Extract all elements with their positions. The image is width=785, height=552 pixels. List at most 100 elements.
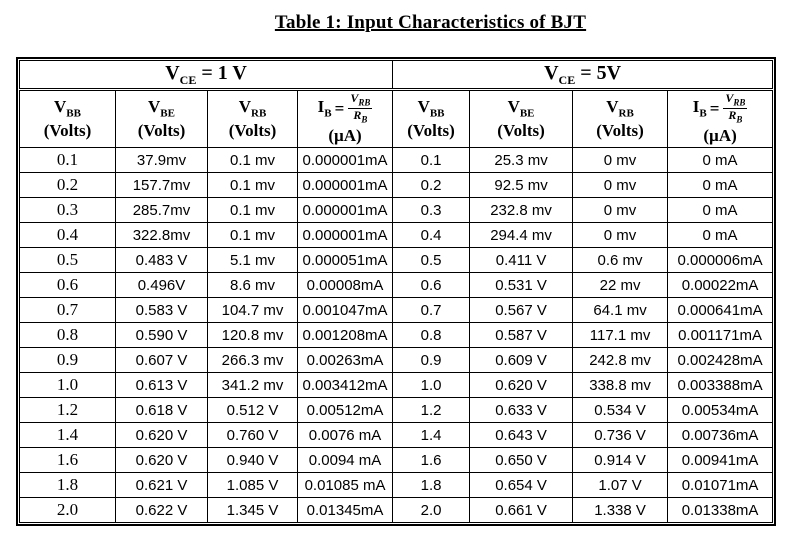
table-cell: 0.590 V (115, 322, 208, 348)
table-cell: 0.760 V (207, 422, 298, 448)
group-header-vce-1v: VCE = 1 V (18, 60, 394, 91)
table-cell: 8.6 mv (207, 272, 298, 298)
header-symbol: VBE (148, 97, 175, 120)
table-cell: 0.650 V (469, 447, 574, 473)
table-cell: 1.8 (19, 472, 116, 498)
table-cell: 0.483 V (115, 247, 208, 273)
table-cell: 0 mv (572, 172, 669, 198)
table-row: 0.3 285.7mv 0.1 mv 0.000001mA 0.3 232.8 mv 0 m… (19, 197, 774, 223)
header-symbol: VBB (417, 97, 445, 120)
table-cell: 0.001171mA (667, 322, 774, 348)
header-unit: (Volts) (228, 120, 277, 140)
table-cell: 0.001047mA (296, 297, 394, 323)
header-symbol: VRB (238, 97, 267, 120)
table-row: 0.9 0.607 V 266.3 mv 0.00263mA 0.9 0.609 V 242… (19, 347, 774, 373)
table-cell: 0.2 (392, 172, 471, 198)
table-cell: 1.345 V (207, 497, 298, 523)
table-cell: 0.496V (115, 272, 208, 298)
col-header-vrb-left: VRB (Volts) (207, 89, 298, 148)
header-unit: (Volts) (596, 120, 644, 140)
table-cell: 0 mA (667, 222, 774, 248)
header-unit: (Volts) (497, 120, 545, 140)
table-cell: 0.622 V (115, 497, 208, 523)
table-cell: 0 mv (572, 222, 669, 248)
table-cell: 1.6 (392, 447, 471, 473)
table-cell: 0.3 (392, 197, 471, 223)
table-cell: 0.00263mA (296, 347, 394, 373)
table-cell: 0.607 V (115, 347, 208, 373)
table-cell: 0.6 mv (572, 247, 669, 273)
fraction-denominator: RB (728, 107, 743, 125)
table-row: 1.8 0.621 V 1.085 V 0.01085 mA 1.8 0.654 V 1.0… (19, 472, 774, 498)
table-cell: 0.736 V (572, 422, 669, 448)
vce-value: = 1 V (201, 61, 247, 84)
header-unit: (Volts) (43, 120, 92, 140)
table-row: 1.0 0.613 V 341.2 mv 0.003412mA 1.0 0.620 V 33… (19, 372, 774, 398)
table-cell: 0.583 V (115, 297, 208, 323)
table-cell: 0.1 mv (207, 222, 298, 248)
header-symbol: VBE (507, 97, 535, 120)
table-cell: 104.7 mv (207, 297, 298, 323)
table-cell: 0.7 (19, 297, 116, 323)
table-cell: 1.0 (392, 372, 471, 398)
table-cell: 0.1 mv (207, 172, 298, 198)
vce-subscript: CE (558, 72, 576, 87)
table-row: 0.5 0.483 V 5.1 mv 0.000051mA 0.5 0.411 V 0.6 … (19, 247, 774, 273)
table-cell: 1.2 (19, 397, 116, 423)
table-cell: 0 mA (667, 172, 774, 198)
table-cell: 0.1 (392, 147, 471, 173)
header-symbol: VRB (606, 97, 634, 120)
table-cell: 0.2 (19, 172, 116, 198)
table-cell: 0.01085 mA (296, 472, 394, 498)
table-frame: VCE = 1 V VCE = 5V VBB (Volts) VBE (Volts) V… (16, 57, 777, 526)
table-cell: 0 mA (667, 147, 774, 173)
table-cell: 5.1 mv (207, 247, 298, 273)
table-cell: 0.3 (19, 197, 116, 223)
table-row: 0.1 37.9mv 0.1 mv 0.000001mA 0.1 25.3 mv 0 mv 0… (19, 147, 774, 173)
table-cell: 0.00534mA (667, 397, 774, 423)
group-header-row: VCE = 1 V VCE = 5V (18, 60, 774, 91)
header-unit: (µA) (703, 125, 737, 145)
table-cell: 0.620 V (115, 422, 208, 448)
fraction-denominator: RB (353, 107, 368, 125)
table-cell: 0.003388mA (667, 372, 774, 398)
vce-subscript: CE (179, 72, 197, 87)
table-cell: 285.7mv (115, 197, 208, 223)
equals-sign: = (709, 98, 720, 118)
table-cell: 1.4 (392, 422, 471, 448)
col-header-vrb-right: VRB (Volts) (572, 89, 669, 148)
table-row: 0.8 0.590 V 120.8 mv 0.001208mA 0.8 0.587 V 11… (19, 322, 774, 348)
table-cell: 0.654 V (469, 472, 574, 498)
header-unit: (Volts) (407, 120, 455, 140)
fraction-numerator: VRB (723, 91, 748, 109)
table-cell: 266.3 mv (207, 347, 298, 373)
header-unit: (µA) (328, 125, 362, 145)
table-cell: 0.914 V (572, 447, 669, 473)
table-body: 0.1 37.9mv 0.1 mv 0.000001mA 0.1 25.3 mv 0 mv 0… (19, 147, 774, 523)
table-cell: 1.6 (19, 447, 116, 473)
table-cell: 0.00022mA (667, 272, 774, 298)
table-cell: 0.01338mA (667, 497, 774, 523)
table-cell: 0.512 V (207, 397, 298, 423)
header-unit: (Volts) (137, 120, 186, 140)
table-cell: 0 mv (572, 147, 669, 173)
table-cell: 0.00941mA (667, 447, 774, 473)
group-header-vce-5v: VCE = 5V (392, 60, 774, 91)
title-row: Table 1: Input Characteristics of BJT (16, 12, 769, 34)
col-header-vbe-left: VBE (Volts) (115, 89, 208, 148)
table-cell: 322.8mv (115, 222, 208, 248)
col-header-vbb-right: VBB (Volts) (392, 89, 471, 148)
table-cell: 0.5 (19, 247, 116, 273)
ib-symbol: IB (692, 96, 707, 119)
col-header-vbe-right: VBE (Volts) (469, 89, 574, 148)
table-row: 1.4 0.620 V 0.760 V 0.0076 mA 1.4 0.643 V 0.73… (19, 422, 774, 448)
table-cell: 232.8 mv (469, 197, 574, 223)
table-cell: 0.0094 mA (296, 447, 394, 473)
col-header-ib-left: IB = VRB RB (µA) (296, 89, 394, 148)
column-header-row: VBB (Volts) VBE (Volts) VRB (Volts) IB = VRB R… (19, 89, 774, 148)
table-cell: 1.0 (19, 372, 116, 398)
table-cell: 0.0076 mA (296, 422, 394, 448)
table-row: 2.0 0.622 V 1.345 V 0.01345mA 2.0 0.661 V 1.33… (19, 497, 774, 523)
table-cell: 0.00008mA (296, 272, 394, 298)
